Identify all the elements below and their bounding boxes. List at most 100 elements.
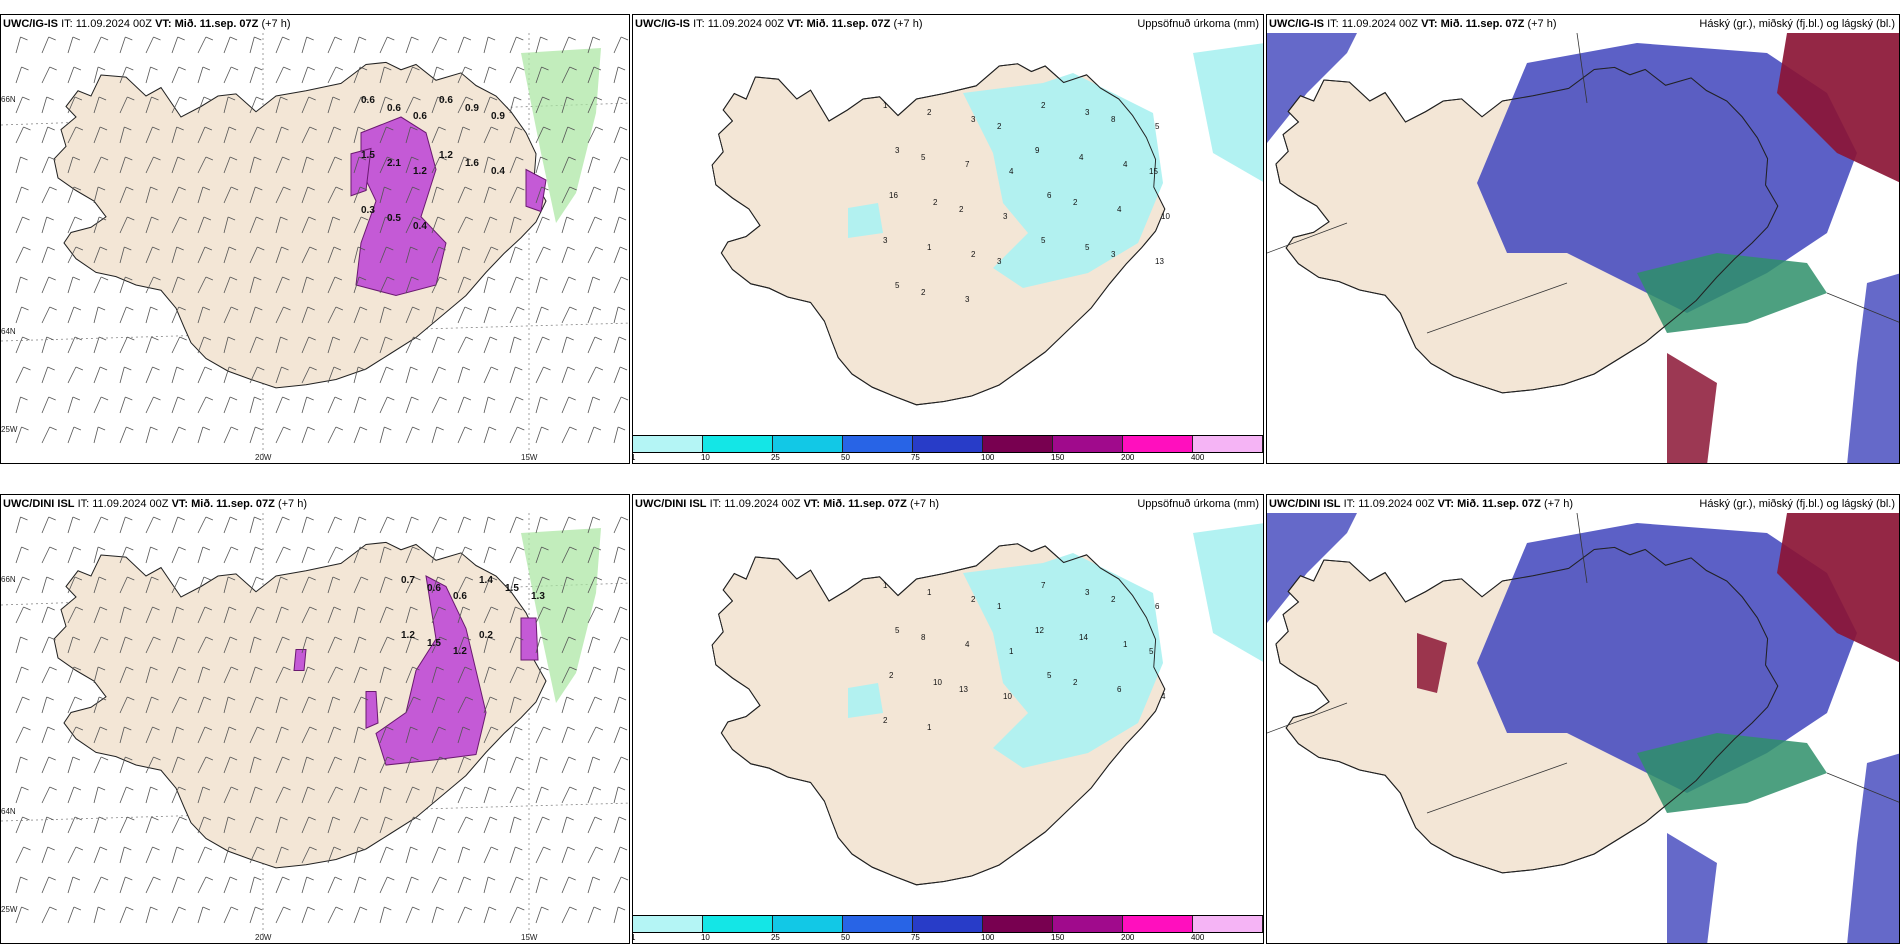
wind-barb-flag (541, 786, 549, 791)
wind-barb-flag (516, 276, 524, 281)
wind-barb-flag (125, 276, 133, 281)
precip-total-label: 3 (883, 236, 888, 245)
wind-barb-flag (23, 726, 31, 731)
wind-barb (41, 516, 50, 534)
wind-barb (67, 516, 74, 534)
wind-barb-flag (254, 396, 262, 401)
wind-barb (93, 126, 101, 144)
wind-barb (587, 666, 595, 684)
wind-barb-flag (177, 396, 185, 401)
wind-barb (93, 66, 99, 84)
wind-barb (249, 846, 258, 864)
precip-total-label: 5 (1155, 122, 1160, 131)
wind-barb (15, 36, 21, 54)
wind-barb-flag (412, 666, 420, 671)
wind-barb (145, 366, 153, 384)
wind-barb-flag (462, 846, 471, 851)
wind-barb (145, 666, 151, 684)
cloud-area (1667, 833, 1717, 943)
wind-barb-flag (228, 606, 237, 611)
wind-barb (249, 66, 256, 84)
precip-area (963, 553, 1163, 768)
lon-label-20w: 20W (255, 933, 272, 942)
boundary-line (1576, 513, 1588, 584)
wind-barb (535, 846, 544, 864)
wind-barb (561, 426, 571, 444)
wind-barb (327, 276, 336, 294)
wind-barb-flag (568, 276, 576, 281)
wind-barb (171, 426, 180, 444)
wind-barb-flag (229, 876, 238, 881)
wind-barb-flag (436, 66, 444, 71)
wind-barb-flag (23, 126, 31, 131)
wind-barb-flag (437, 336, 445, 341)
wind-barb-flag (20, 516, 28, 521)
wind-barb-flag (488, 906, 497, 911)
wind-barb-flag (177, 156, 185, 161)
cloud-panel-dini: UWC/DINI ISL IT: 11.09.2024 00Z VT: Mið.… (1266, 494, 1900, 944)
precip-area-purple (525, 168, 547, 213)
wind-barb-flag (49, 906, 57, 911)
wind-barb-flag (124, 726, 132, 731)
wind-barb (379, 516, 388, 534)
wind-barb (249, 606, 258, 624)
wind-barb (67, 96, 76, 114)
wind-barb-flag (282, 636, 290, 641)
wind-barb-flag (151, 816, 159, 821)
wind-barb (197, 846, 206, 864)
wind-barb-flag (228, 246, 237, 251)
precip-area (1193, 43, 1263, 182)
wind-barb-flag (413, 816, 421, 821)
wind-barb-flag (125, 36, 133, 41)
precip-area (848, 203, 883, 238)
colorbar-segment (1193, 436, 1263, 452)
precip-value-label: 1.4 (479, 575, 493, 586)
wind-barb-flag (280, 96, 288, 101)
wind-barb (431, 756, 441, 774)
wind-barb-flag (568, 396, 576, 401)
wind-barb (15, 846, 24, 864)
wind-barb-flag (357, 366, 366, 371)
wind-barb-flag (204, 846, 213, 851)
wind-barb (613, 906, 619, 924)
wind-barb (93, 396, 102, 414)
wind-barb-flag (593, 186, 602, 191)
wind-barb-flag (463, 396, 472, 401)
wind-barb-flag (48, 396, 56, 401)
wind-barb-flag (515, 246, 523, 251)
wind-barb (145, 816, 152, 834)
wind-barb (171, 666, 180, 684)
wind-barb-flag (569, 186, 577, 191)
boundary-line (1826, 292, 1899, 323)
wind-barb (327, 36, 336, 54)
wind-barb-flag (257, 846, 265, 851)
wind-barb-flag (487, 516, 496, 521)
wind-barb-flag (98, 216, 107, 221)
wind-barb-flag (307, 306, 315, 311)
wind-barb-flag (592, 36, 601, 41)
colorbar-segment (913, 916, 983, 932)
wind-barb-flag (411, 36, 419, 41)
wind-barb (301, 906, 309, 924)
wind-barb-flag (97, 426, 106, 431)
wind-barb (119, 396, 126, 414)
wind-barb (223, 576, 229, 594)
wind-barb-flag (333, 726, 342, 731)
wind-barb-flag (125, 516, 133, 521)
wind-barb (561, 546, 571, 564)
wind-barb (379, 426, 385, 444)
wind-barb-flag (464, 186, 473, 191)
wind-barb (353, 366, 359, 384)
wind-barb (405, 156, 412, 174)
wind-barb-flag (97, 186, 106, 191)
wind-barb (509, 396, 517, 414)
wind-barb-flag (568, 156, 576, 161)
wind-barb-flag (230, 186, 239, 191)
wind-barb (613, 276, 622, 294)
wind-barb (457, 96, 467, 114)
precip-total-label: 9 (1035, 146, 1040, 155)
wind-barb-flag (124, 246, 132, 251)
wind-barb (197, 276, 207, 294)
wind-barb-flag (594, 96, 603, 101)
